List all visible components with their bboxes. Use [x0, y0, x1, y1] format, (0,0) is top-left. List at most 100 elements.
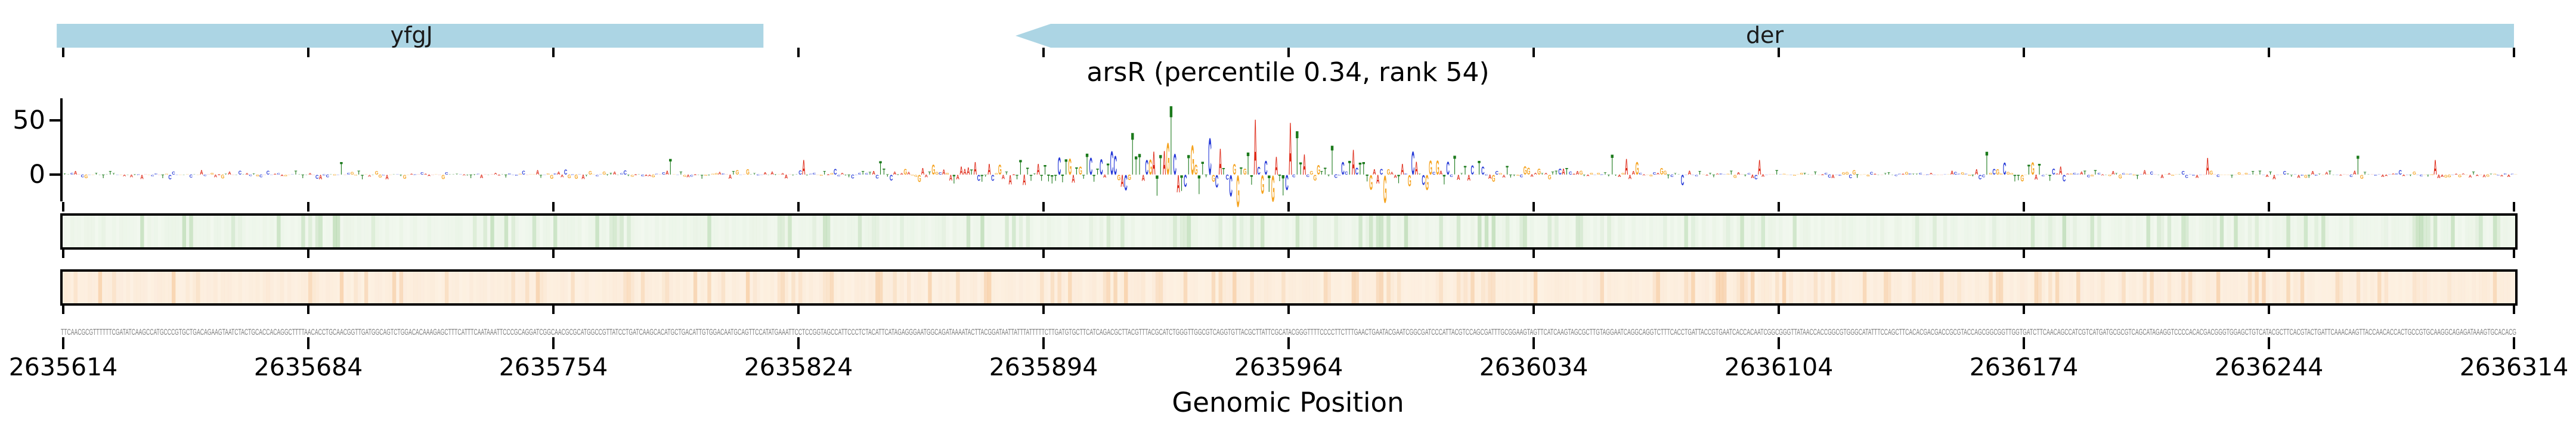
- upper-heatmap-track-cell: [1712, 216, 1716, 247]
- lower-heatmap-track-cell: [1828, 272, 1831, 303]
- logo-letter-T: T: [95, 172, 98, 175]
- lower-heatmap-track-cell: [88, 272, 92, 303]
- logo-letter-G: G: [519, 174, 522, 175]
- upper-heatmap-track-cell: [742, 216, 747, 247]
- lower-heatmap-track-cell: [1292, 272, 1296, 303]
- logo-letter-T: T: [2045, 174, 2048, 175]
- upper-heatmap-track-cell: [2199, 216, 2203, 247]
- upper-heatmap-track-cell: [242, 216, 245, 247]
- logo-letter-C: C: [2150, 170, 2154, 176]
- upper-heatmap-track-cell: [571, 216, 575, 247]
- logo-letter-C: C: [2003, 160, 2006, 178]
- upper-heatmap-track-cell: [844, 216, 847, 247]
- logo-letter-C: C: [326, 175, 330, 178]
- upper-heatmap-track-cell: [974, 216, 977, 247]
- logo-letter-T: T: [1131, 121, 1134, 188]
- lower-heatmap-track-cell: [1008, 272, 1013, 303]
- logo-letter-T: T: [1296, 117, 1299, 188]
- upper-heatmap-track-cell: [2006, 216, 2011, 247]
- upper-heatmap-track-cell: [270, 216, 274, 247]
- upper-heatmap-track-cell: [1569, 216, 1572, 247]
- lower-heatmap-track-cell: [742, 272, 746, 303]
- lower-heatmap-track-cell: [1092, 272, 1097, 303]
- logo-letter-T: T: [224, 174, 228, 175]
- lower-heatmap-track-cell: [262, 272, 267, 303]
- lower-heatmap-track-cell: [1236, 272, 1240, 303]
- logo-letter-T: T: [340, 158, 343, 179]
- lower-heatmap-track-cell: [2370, 272, 2374, 303]
- logo-letter-C: C: [2315, 175, 2318, 176]
- lower-heatmap-track-cell: [357, 272, 361, 303]
- upper-heatmap-track-cell: [2122, 216, 2125, 247]
- upper-heatmap-track-cell: [1128, 216, 1131, 247]
- lower-heatmap-track-cell: [767, 272, 770, 303]
- lower-heatmap-track-cell: [756, 272, 760, 303]
- logo-letter-C: C: [641, 175, 645, 178]
- lower-heatmap-track-cell: [1652, 272, 1657, 303]
- logo-letter-T: T: [2038, 161, 2041, 179]
- upper-heatmap-track-cell: [1611, 216, 1615, 247]
- logo-letter-G: G: [333, 175, 336, 176]
- lower-heatmap-track-cell: [995, 272, 998, 303]
- lower-heatmap-track-cell: [497, 272, 501, 303]
- upper-heatmap-track-cell: [1197, 216, 1201, 247]
- upper-heatmap-track-cell: [2451, 216, 2455, 247]
- upper-heatmap-track-cell: [2108, 216, 2111, 247]
- logo-letter-C: C: [1337, 175, 1340, 176]
- upper-heatmap-track-cell: [2034, 216, 2038, 247]
- lower-heatmap-track-cell: [2132, 272, 2137, 303]
- lower-heatmap-track-cell: [2038, 272, 2042, 303]
- lower-heatmap-track-cell: [1317, 272, 1320, 303]
- lower-heatmap-track-cell: [1646, 272, 1649, 303]
- logo-letter-T: T: [361, 174, 364, 181]
- lower-heatmap-track-cell: [2178, 272, 2182, 303]
- logo-letter-G: G: [1961, 172, 1965, 176]
- lower-heatmap-track-cell: [1005, 272, 1008, 303]
- logo-letter-C: C: [2510, 173, 2513, 175]
- lower-heatmap-track-cell: [375, 272, 379, 303]
- logo-tick-mark: [797, 202, 800, 212]
- lower-heatmap-track-cell: [1803, 272, 1807, 303]
- upper-heatmap-track-cell: [1341, 216, 1345, 247]
- upper-heatmap-track-cell: [686, 216, 690, 247]
- lower-heatmap-track-cell: [1716, 272, 1720, 303]
- upper-heatmap-track-cell: [2430, 216, 2434, 247]
- logo-letter-T: T: [1611, 150, 1614, 181]
- logo-letter-G: G: [2070, 173, 2073, 175]
- lower-heatmap-track-cell: [1600, 272, 1604, 303]
- upper-heatmap-track-cell: [417, 216, 420, 247]
- upper-heatmap-track-cell: [1425, 216, 1429, 247]
- upper-heatmap-track-cell: [2030, 216, 2035, 247]
- lower-heatmap-track-cell: [1964, 272, 1968, 303]
- lower-heatmap-track-cell: [1800, 272, 1804, 303]
- upper-heatmap-track-cell: [1187, 216, 1191, 247]
- upper-heatmap-track-cell: [795, 216, 798, 247]
- lower-heatmap-track-cell: [1261, 272, 1264, 303]
- logo-letter-G: G: [84, 174, 88, 179]
- lower-heatmap-track-cell: [185, 272, 190, 303]
- lower-heatmap-track-cell: [1677, 272, 1681, 303]
- upper-heatmap-track-cell: [2143, 216, 2147, 247]
- logo-letter-G: G: [1117, 173, 1121, 182]
- logo-letter-C: C: [1919, 173, 1922, 176]
- upper-heatmap-track-cell: [2342, 216, 2346, 247]
- lower-heatmap-track-cell: [207, 272, 210, 303]
- lower-heatmap-track-cell: [1012, 272, 1015, 303]
- logo-letter-G: G: [2493, 174, 2497, 175]
- upper-heatmap-track-cell: [788, 216, 792, 247]
- upper-heatmap-track-cell: [1372, 216, 1377, 247]
- lower-heatmap-track-cell: [252, 272, 256, 303]
- lower-heatmap-track-cell: [2125, 272, 2129, 303]
- upper-heatmap-track-cell: [1292, 216, 1296, 247]
- logo-letter-G: G: [1271, 167, 1275, 210]
- upper-heatmap-track-cell: [2160, 216, 2165, 247]
- upper-heatmap-track-cell: [567, 216, 571, 247]
- upper-heatmap-track-cell: [1541, 216, 1544, 247]
- upper-heatmap-track-cell: [161, 216, 165, 247]
- logo-letter-A: A: [686, 175, 689, 178]
- logo-letter-A: A: [2143, 169, 2147, 176]
- logo-letter-T: T: [1281, 170, 1284, 203]
- lower-heatmap-track-cell: [2010, 272, 2014, 303]
- lower-heatmap-track-cell: [2076, 272, 2080, 303]
- upper-heatmap-track-cell: [2090, 216, 2094, 247]
